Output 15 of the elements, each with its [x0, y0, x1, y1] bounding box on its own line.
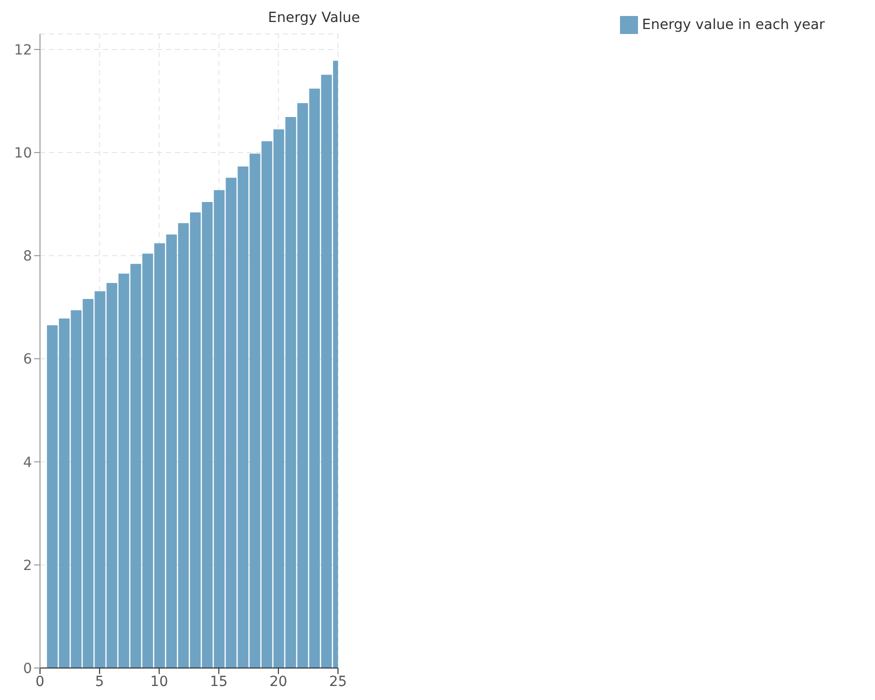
y-tick-label: 0 — [23, 660, 32, 677]
y-tick-label: 4 — [23, 454, 32, 471]
y-tick-label: 8 — [23, 248, 32, 265]
chart-title: Energy Value — [267, 10, 361, 26]
y-tick-label: 12 — [14, 42, 32, 58]
y-tick-label: 2 — [23, 558, 32, 574]
x-tick-label: 25 — [329, 674, 347, 690]
x-tick-label: 5 — [95, 674, 104, 690]
y-tick-label: 10 — [14, 146, 32, 162]
x-tick-label: 0 — [36, 674, 44, 690]
x-tick-label: 20 — [269, 674, 288, 690]
legend-label: Energy value in each year — [642, 16, 825, 33]
x-tick-label: 15 — [210, 674, 228, 690]
x-tick-label: 10 — [150, 674, 168, 690]
y-tick-label: 6 — [23, 352, 32, 368]
